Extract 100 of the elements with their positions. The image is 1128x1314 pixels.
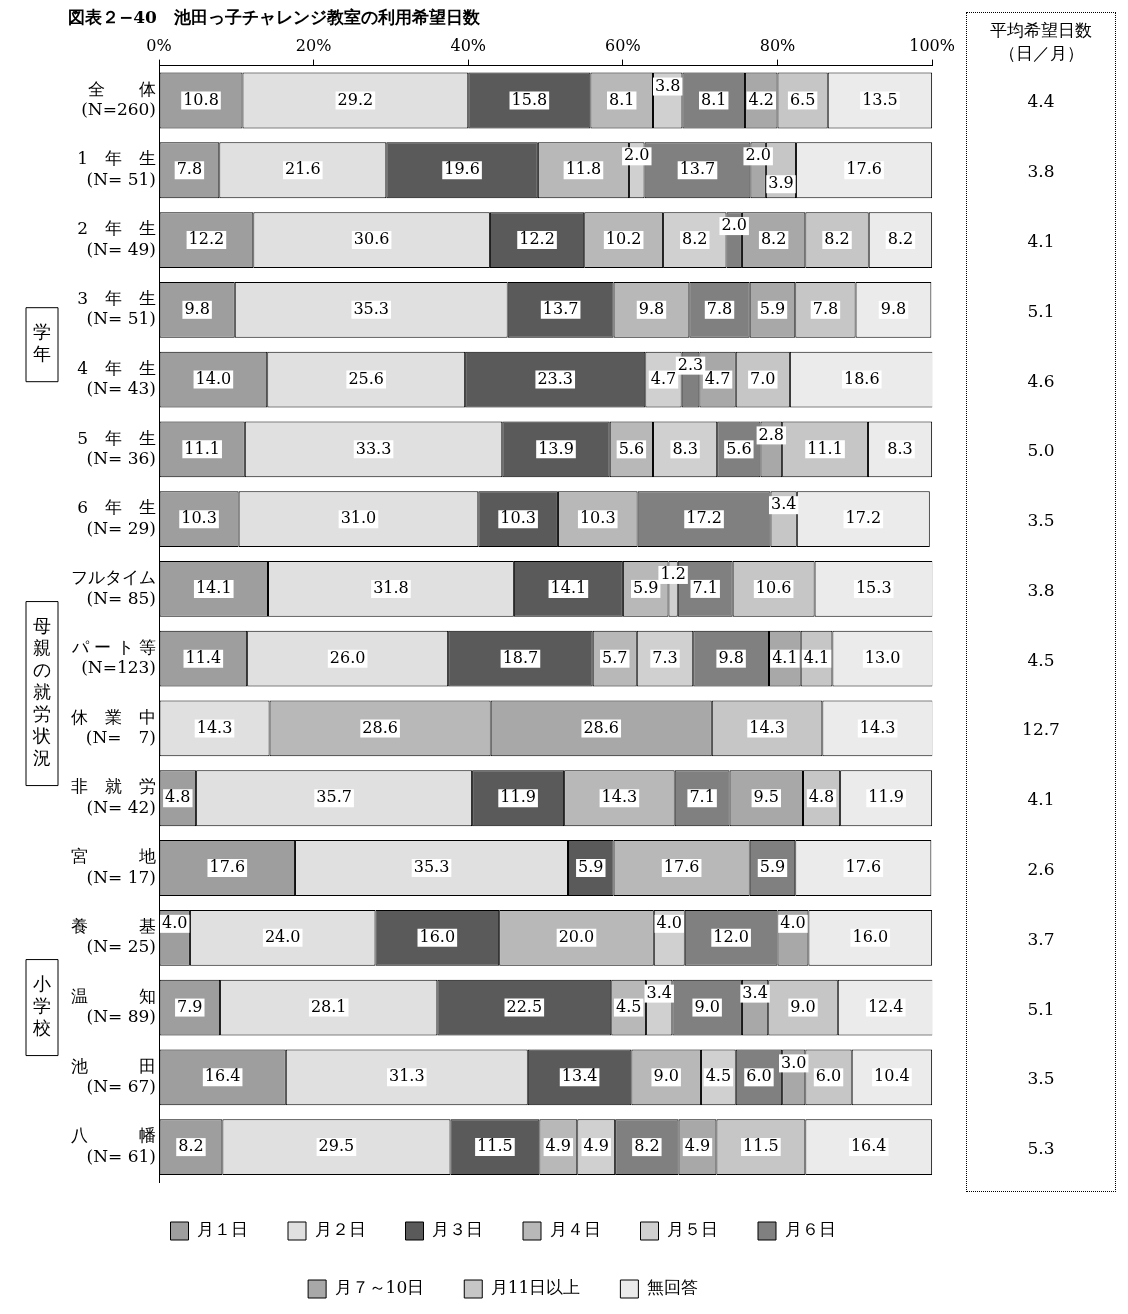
data-label: 11.9 [500, 787, 536, 807]
data-label: 35.3 [413, 857, 450, 877]
text: 12.7 [1022, 719, 1060, 740]
y-tick-label: 休 業 中 (N= 7) [71, 706, 156, 748]
y-tick-label: 非 就 労 (N= 42) [71, 776, 156, 817]
data-label: 16.4 [204, 1066, 241, 1086]
y-tick-label: 温 知 (N= 89) [71, 985, 156, 1027]
data-label: 12.4 [867, 996, 904, 1016]
data-label: 4.7 [704, 368, 731, 388]
data-label: 9.8 [718, 647, 744, 667]
data-label: 19.6 [444, 159, 480, 179]
text: 5.0 [1027, 440, 1055, 461]
text: 4.6 [1027, 370, 1055, 391]
data-label: 14.0 [195, 368, 232, 388]
legend-label: 月４日 [549, 1219, 601, 1240]
data-label: 8.3 [672, 438, 698, 458]
chart-title: 図表２−40 池田っ子チャレンジ教室の利用希望日数 [68, 6, 481, 27]
data-label: 31.0 [340, 508, 377, 528]
data-label: 9.8 [638, 298, 665, 318]
data-label: 17.2 [686, 508, 722, 528]
data-label: 5.7 [602, 647, 628, 667]
legend-label: 月11日以上 [490, 1277, 581, 1298]
data-label: 21.6 [284, 159, 321, 179]
data-label: 18.7 [502, 647, 539, 667]
text: 学年 [33, 321, 51, 365]
text: 5.1 [1027, 300, 1055, 321]
text: 3.8 [1027, 579, 1055, 600]
legend-label: 月１日 [197, 1219, 248, 1240]
text: 2.6 [1027, 859, 1055, 879]
data-label: 8.2 [682, 229, 708, 249]
data-label: 10.8 [183, 89, 219, 109]
data-label: 11.4 [185, 647, 222, 667]
data-label: 14.3 [859, 717, 896, 737]
data-label: 4.0 [656, 912, 682, 932]
data-label: 12.0 [713, 926, 749, 946]
data-label: 10.3 [579, 508, 616, 528]
text: 3.7 [1027, 928, 1055, 949]
data-label: 23.3 [537, 368, 574, 388]
data-label: 3.0 [781, 1052, 807, 1072]
data-label: 11.8 [565, 159, 602, 179]
data-label: 4.8 [165, 787, 191, 807]
data-label: 9.0 [694, 996, 720, 1016]
y-tick-label: 養 基 (N= 25) [71, 916, 156, 957]
data-label: 4.9 [684, 1136, 711, 1156]
data-label: 17.6 [663, 857, 700, 877]
data-label: 2.0 [624, 145, 650, 165]
data-label: 9.0 [653, 1066, 679, 1086]
data-label: 8.2 [760, 229, 787, 249]
data-label: 11.5 [743, 1136, 779, 1156]
data-label: 3.4 [646, 982, 672, 1002]
data-label: 12.2 [188, 229, 225, 249]
text: 3.5 [1027, 510, 1055, 531]
data-label: 14.3 [601, 787, 638, 807]
data-label: 2.8 [758, 424, 785, 444]
data-label: 4.8 [808, 787, 835, 807]
x-tick-label: 100% [909, 36, 955, 56]
data-label: 5.9 [759, 857, 786, 877]
data-label: 3.4 [742, 982, 768, 1002]
x-tick-label: 60% [605, 36, 641, 56]
data-label: 31.3 [388, 1066, 425, 1086]
data-label: 14.3 [196, 717, 233, 737]
data-label: 16.0 [419, 926, 456, 946]
data-label: 4.1 [772, 647, 798, 667]
data-label: 17.6 [845, 857, 882, 877]
data-label: 7.8 [176, 159, 203, 179]
data-label: 4.0 [161, 912, 188, 932]
data-label: 4.5 [705, 1066, 732, 1086]
data-label: 2.0 [745, 145, 771, 165]
legend-label: 無回答 [646, 1277, 698, 1298]
data-label: 11.5 [477, 1136, 513, 1156]
data-label: 14.3 [749, 717, 785, 737]
data-label: 35.7 [316, 787, 352, 807]
data-label: 5.6 [726, 438, 752, 458]
data-label: 35.3 [353, 298, 390, 318]
data-label: 2.0 [721, 215, 747, 235]
data-label: 5.9 [759, 298, 786, 318]
text: 5.1 [1027, 998, 1055, 1019]
data-label: 24.0 [264, 926, 301, 946]
data-label: 20.0 [558, 926, 595, 946]
data-label: 6.0 [815, 1066, 842, 1086]
data-label: 10.2 [605, 229, 642, 249]
data-label: 8.2 [178, 1136, 204, 1156]
data-label: 8.1 [608, 89, 635, 109]
data-label: 10.6 [755, 578, 792, 598]
data-label: 9.5 [753, 787, 780, 807]
data-label: 22.5 [506, 996, 543, 1016]
data-label: 1.2 [660, 564, 686, 584]
data-label: 11.9 [868, 787, 904, 807]
legend-label: 月６日 [784, 1219, 836, 1240]
data-label: 11.1 [184, 438, 220, 458]
data-label: 7.0 [750, 368, 776, 388]
y-tick-label: 6 年 生 (N= 29) [77, 497, 156, 538]
data-label: 13.9 [538, 438, 574, 458]
data-label: 7.1 [692, 578, 718, 598]
text: 4.1 [1027, 789, 1055, 810]
legend-label: 月７～10日 [334, 1277, 425, 1298]
data-label: 7.8 [706, 298, 733, 318]
data-label: 17.2 [845, 508, 882, 528]
data-label: 25.6 [348, 368, 385, 388]
data-label: 3.9 [768, 173, 794, 193]
